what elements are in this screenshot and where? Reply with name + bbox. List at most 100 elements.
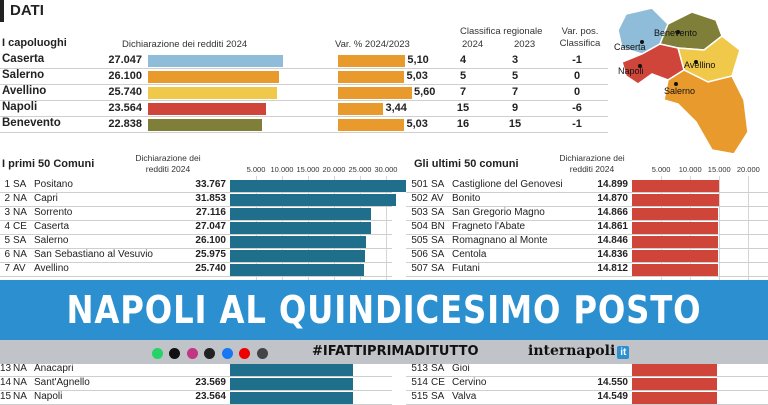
- cap-decl-bar: [148, 103, 266, 115]
- row-bar: [230, 378, 353, 390]
- row-value: 14.870: [597, 193, 628, 204]
- row-bar: [230, 250, 366, 262]
- row-name: Valva: [452, 391, 477, 402]
- cap-var-bar: [338, 55, 406, 67]
- cap-var-pos: -6: [572, 102, 582, 114]
- cap-decl-value: 27.047: [108, 54, 142, 66]
- row-divider: [406, 262, 768, 263]
- row-prov: AV: [13, 263, 26, 274]
- row-bar: [632, 222, 719, 234]
- row-prov: CE: [431, 377, 445, 388]
- tick-label: 5.000: [246, 165, 266, 174]
- brand-name: internapoli: [528, 343, 616, 359]
- cap-rank-2023: 15: [508, 118, 522, 130]
- row-rank: 514: [411, 377, 428, 388]
- row-prov: SA: [431, 263, 445, 274]
- row-divider: [406, 206, 768, 207]
- row-divider: [406, 390, 768, 391]
- cap-var-value: 5,03: [406, 70, 428, 82]
- row-prov: SA: [431, 391, 445, 402]
- row-value: 14.812: [597, 263, 628, 274]
- col-var-header: Var. % 2024/2023: [335, 39, 410, 50]
- instagram-icon[interactable]: [186, 348, 198, 360]
- row-value: 14.899: [597, 179, 628, 190]
- row-name: Cervino: [452, 377, 487, 388]
- capoluoghi-title: I capoluoghi: [2, 37, 67, 49]
- row-rank: 7: [4, 263, 10, 274]
- row-bar: [632, 194, 719, 206]
- row-rank: 502: [411, 193, 428, 204]
- row-value: 14.861: [597, 221, 628, 232]
- row-prov: SA: [431, 207, 445, 218]
- row-name: Fragneto l'Abate: [452, 221, 526, 232]
- row-bar: [632, 180, 719, 192]
- row-bar: [230, 208, 371, 220]
- row-value: 14.836: [597, 249, 628, 260]
- cap-var-bar: [338, 87, 412, 99]
- row-prov: SA: [431, 179, 445, 190]
- row-bar: [230, 264, 364, 276]
- row-rank: 3: [4, 207, 10, 218]
- row-name: Sant'Agnello: [34, 377, 90, 388]
- cap-var-bar: [338, 119, 405, 131]
- row-prov: SA: [431, 235, 445, 246]
- primi-title: I primi 50 Comuni: [2, 158, 95, 170]
- tiktok-icon[interactable]: [204, 348, 216, 360]
- row-prov: NA: [13, 391, 27, 402]
- cap-row-divider: [0, 68, 608, 69]
- row-value: 14.846: [597, 235, 628, 246]
- cap-rank-2023: 5: [511, 70, 519, 82]
- row-divider: [0, 192, 392, 193]
- col-class-header: Classifica regionale: [460, 26, 543, 37]
- tick-label: 15.000: [296, 165, 320, 174]
- threads-icon[interactable]: [256, 348, 268, 360]
- row-rank: 6: [4, 249, 10, 260]
- col-varpos-header: Var. pos. Classifica: [559, 26, 601, 49]
- row-bar: [632, 264, 719, 276]
- map-label-salerno: Salerno: [664, 86, 695, 96]
- tick-label: 15.000: [707, 165, 731, 174]
- row-divider: [0, 262, 392, 263]
- map-region-salerno: [663, 69, 749, 155]
- x-icon[interactable]: [169, 348, 181, 360]
- row-name: Anacapri: [34, 363, 74, 374]
- row-name: Romagnano al Monte: [452, 235, 548, 246]
- cap-rank-2024: 5: [459, 70, 467, 82]
- facebook-icon[interactable]: [221, 348, 233, 360]
- cap-var-bar: [338, 71, 405, 83]
- row-rank: 14: [0, 377, 12, 388]
- row-rank: 13: [0, 363, 12, 374]
- row-value: 33.767: [195, 179, 226, 190]
- row-divider: [406, 220, 768, 221]
- cap-var-value: 5,03: [406, 118, 428, 130]
- row-name: Caserta: [34, 221, 70, 232]
- row-value: 23.564: [195, 391, 226, 402]
- row-bar: [230, 180, 406, 192]
- row-value: 14.549: [597, 391, 628, 402]
- youtube-icon[interactable]: [239, 348, 251, 360]
- row-rank: 504: [411, 221, 428, 232]
- cap-rank-2024: 4: [459, 54, 467, 66]
- row-prov: NA: [13, 193, 27, 204]
- row-rank: 1: [4, 179, 10, 190]
- row-prov: SA: [13, 235, 27, 246]
- tick-label: 25.000: [348, 165, 372, 174]
- row-value: 25.975: [195, 249, 226, 260]
- cap-rank-2023: 7: [511, 86, 519, 98]
- row-divider: [0, 276, 392, 277]
- whatsapp-icon[interactable]: [152, 348, 163, 360]
- page-title: DATI: [0, 0, 44, 22]
- cap-var-pos: 0: [573, 86, 581, 98]
- row-bar: [632, 364, 717, 376]
- brand-suffix: it: [617, 346, 630, 359]
- row-divider: [0, 206, 392, 207]
- row-value: 27.047: [195, 221, 226, 232]
- cap-rank-2023: 3: [511, 54, 519, 66]
- cap-var-pos: -1: [572, 54, 582, 66]
- col-2023-header: 2023: [514, 39, 536, 50]
- cap-var-pos: -1: [572, 118, 582, 130]
- row-prov: NA: [13, 363, 27, 374]
- row-prov: AV: [431, 193, 444, 204]
- row-value: 26.100: [195, 235, 226, 246]
- ultimi-title: Gli ultimi 50 comuni: [414, 158, 519, 170]
